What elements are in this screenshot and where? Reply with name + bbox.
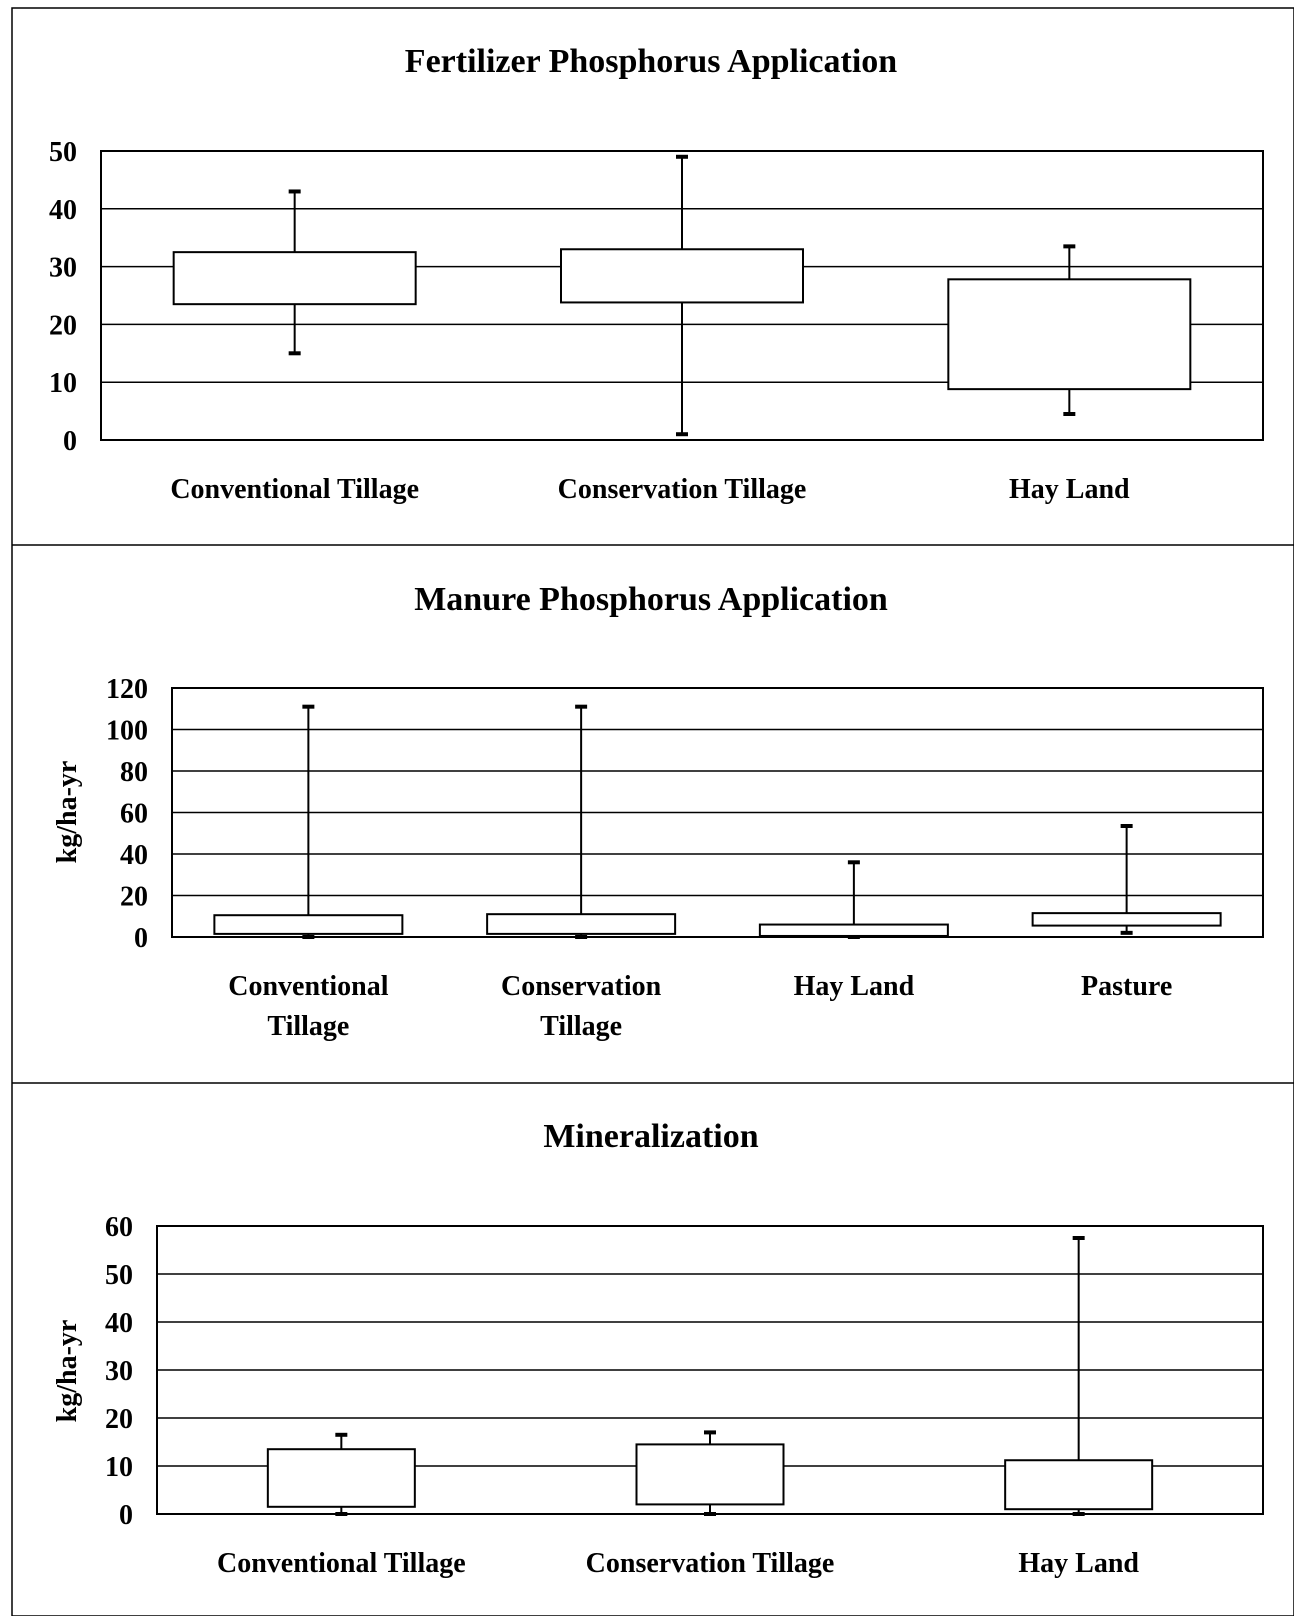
- plot-area: [171, 687, 1264, 938]
- y-axis-label: kg/ha-yr: [52, 1320, 83, 1423]
- x-category-label: Hay Land: [1009, 474, 1130, 505]
- box-plot: [172, 189, 417, 356]
- y-tick-label: 0: [63, 426, 77, 457]
- iqr-box: [1004, 1459, 1154, 1511]
- y-tick-label: 0: [119, 1500, 133, 1531]
- x-category-label: Conventional: [228, 971, 388, 1002]
- x-category-label: Tillage: [540, 1011, 622, 1042]
- manure-panel: Manure Phosphorus Application kg/ha-yr 0…: [52, 581, 1264, 1042]
- x-category-labels: Conventional Tillage Conservation Tillage…: [170, 474, 1130, 505]
- y-tick-label: 100: [106, 716, 148, 747]
- box-plots: [172, 154, 1192, 437]
- x-category-label: Hay Land: [794, 971, 915, 1002]
- x-category-label: Conservation: [501, 971, 662, 1002]
- x-category-label: Pasture: [1081, 971, 1172, 1002]
- y-tick-labels: 0 10 20 30 40 50: [49, 137, 77, 457]
- iqr-box: [266, 1448, 416, 1508]
- chart-title: Manure Phosphorus Application: [414, 581, 888, 618]
- y-tick-label: 50: [49, 137, 77, 168]
- y-tick-label: 40: [105, 1308, 133, 1339]
- mineralization-panel: Mineralization kg/ha-yr 0 10 20 30 40 50 60 Co…: [52, 1118, 1264, 1579]
- y-tick-label: 10: [105, 1452, 133, 1483]
- box-plot: [266, 1432, 416, 1516]
- x-category-label: Conservation Tillage: [586, 1548, 835, 1579]
- y-tick-label: 30: [105, 1356, 133, 1387]
- x-category-labels: Conventional Tillage Conservation Tillage Ha…: [228, 971, 1172, 1042]
- iqr-box: [758, 923, 949, 937]
- x-category-label: Conservation Tillage: [558, 474, 807, 505]
- x-category-label: Conventional Tillage: [170, 474, 419, 505]
- y-tick-label: 30: [49, 253, 77, 284]
- y-tick-label: 10: [49, 368, 77, 399]
- y-tick-label: 40: [120, 840, 148, 871]
- y-tick-labels: 0 10 20 30 40 50 60: [105, 1212, 133, 1531]
- plot-area: [156, 1225, 1264, 1515]
- y-tick-label: 50: [105, 1260, 133, 1291]
- iqr-box: [1031, 912, 1222, 927]
- y-axis-label: kg/ha-yr: [52, 761, 83, 864]
- chart-title: Mineralization: [543, 1118, 758, 1155]
- chart-title: Fertilizer Phosphorus Application: [405, 43, 897, 80]
- y-tick-label: 120: [106, 674, 148, 705]
- iqr-box: [635, 1443, 785, 1506]
- y-tick-label: 60: [120, 799, 148, 830]
- box-plot: [560, 154, 804, 437]
- x-category-label: Hay Land: [1018, 1548, 1139, 1579]
- iqr-box: [560, 248, 804, 304]
- y-tick-label: 20: [105, 1404, 133, 1435]
- iqr-box: [486, 913, 677, 935]
- plot-area: [100, 150, 1264, 441]
- box-plot: [947, 244, 1192, 416]
- iqr-box: [947, 278, 1192, 391]
- y-tick-label: 20: [49, 310, 77, 341]
- box-plot: [1031, 823, 1222, 935]
- box-plot: [635, 1430, 785, 1516]
- y-tick-label: 60: [105, 1212, 133, 1243]
- box-plots: [213, 704, 1222, 939]
- iqr-box: [172, 251, 417, 306]
- fertilizer-panel: Fertilizer Phosphorus Application 0 10 20 3…: [49, 43, 1264, 505]
- y-tick-label: 80: [120, 757, 148, 788]
- x-category-labels: Conventional Tillage Conservation Tillage…: [217, 1548, 1139, 1579]
- box-plots: [266, 1236, 1154, 1516]
- y-tick-label: 0: [134, 923, 148, 954]
- y-tick-label: 20: [120, 882, 148, 913]
- y-tick-label: 40: [49, 195, 77, 226]
- iqr-box: [213, 914, 404, 935]
- y-tick-labels: 0 20 40 60 80 100 120: [106, 674, 148, 954]
- box-plot: [1004, 1236, 1154, 1516]
- x-category-label: Conventional Tillage: [217, 1548, 466, 1579]
- x-category-label: Tillage: [267, 1011, 349, 1042]
